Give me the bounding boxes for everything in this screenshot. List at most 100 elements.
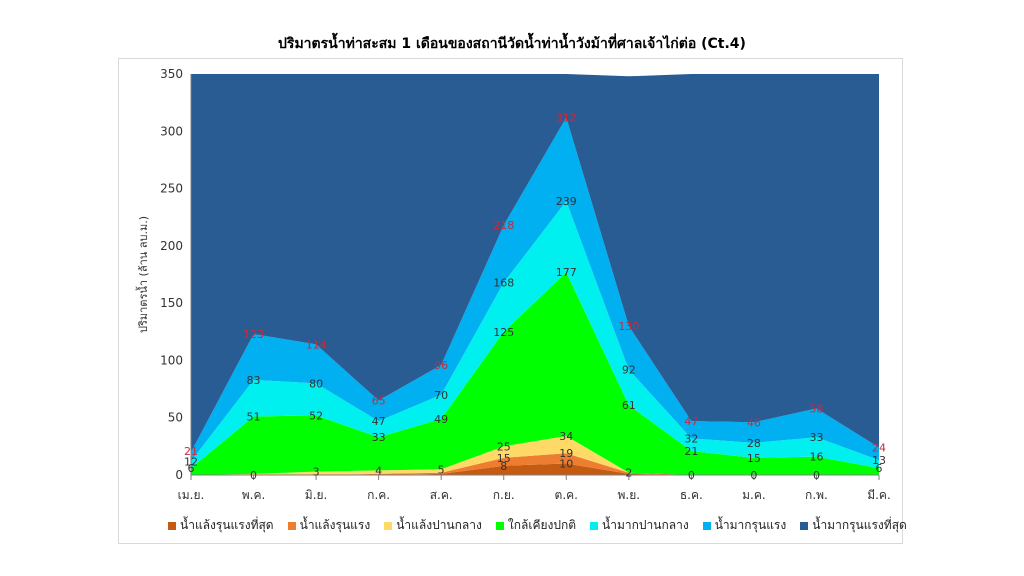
- legend-swatch: [702, 521, 711, 530]
- data-label-total: 218: [493, 219, 514, 232]
- x-tick-label: เม.ย.: [178, 488, 205, 502]
- data-label: 16: [809, 451, 823, 464]
- x-tick-label: มี.ค.: [867, 488, 891, 502]
- legend-swatch: [384, 521, 393, 530]
- legend-label: น้ำมากรุนแรงที่สุด: [812, 518, 907, 532]
- data-label: 33: [372, 431, 386, 444]
- data-label-total: 46: [747, 416, 761, 429]
- data-label: 33: [809, 431, 823, 444]
- legend-label: น้ำมากรุนแรง: [714, 518, 787, 532]
- area-series-2: [191, 436, 879, 475]
- area-series-1: [191, 453, 879, 475]
- data-label: 0: [688, 469, 695, 482]
- legend-label: น้ำแล้งรุนแรงที่สุด: [180, 518, 274, 532]
- legend-label: น้ำแล้งรุนแรง: [299, 518, 371, 532]
- data-label-total: 96: [434, 359, 448, 372]
- y-tick-label: 250: [160, 182, 183, 196]
- data-label: 6: [188, 462, 195, 475]
- legend-swatch: [287, 521, 296, 530]
- data-label: 19: [559, 447, 573, 460]
- area-series-4: [191, 201, 879, 469]
- data-label: 32: [684, 432, 698, 445]
- y-axis-title: ปริมาตรน้ำ (ล้าน ลบ.ม.): [135, 216, 150, 333]
- data-label: 21: [684, 445, 698, 458]
- x-tick-label: ธ.ค.: [680, 488, 703, 502]
- data-label: 13: [872, 454, 886, 467]
- area-series-5: [191, 117, 879, 462]
- data-label: 8: [500, 460, 507, 473]
- x-tick-label: พ.ย.: [618, 488, 641, 502]
- chart-legend: น้ำแล้งรุนแรงที่สุด น้ำแล้งรุนแรง น้ำแล้งป…: [168, 516, 907, 535]
- x-tick-label: ก.ย.: [493, 488, 515, 502]
- data-label-total: 130: [618, 320, 639, 333]
- data-label: 28: [747, 437, 761, 450]
- y-tick-label: 0: [175, 468, 183, 482]
- data-label: 52: [309, 409, 323, 422]
- data-label: 83: [247, 374, 261, 387]
- data-label-total: 47: [684, 415, 698, 428]
- legend-item: น้ำแล้งปานกลาง: [384, 516, 482, 535]
- data-label-total: 312: [556, 112, 577, 125]
- data-label: 80: [309, 377, 323, 390]
- data-label: 49: [434, 413, 448, 426]
- data-label: 3: [313, 466, 320, 479]
- data-label: 15: [747, 452, 761, 465]
- legend-label: น้ำมากปานกลาง: [602, 518, 689, 532]
- y-tick-label: 100: [160, 353, 183, 367]
- data-label-total: 24: [872, 442, 886, 455]
- data-label: 15: [497, 452, 511, 465]
- data-label: 92: [622, 364, 636, 377]
- legend-item: น้ำมากรุนแรง: [702, 516, 787, 535]
- y-tick-label: 350: [160, 67, 183, 81]
- data-label: 168: [493, 277, 514, 290]
- y-tick-label: 150: [160, 296, 183, 310]
- legend-item: น้ำมากปานกลาง: [590, 516, 689, 535]
- legend-item: น้ำมากรุนแรงที่สุด: [800, 516, 907, 535]
- data-label: 125: [493, 326, 514, 339]
- data-label: 239: [556, 195, 577, 208]
- legend-item: น้ำแล้งรุนแรง: [287, 516, 371, 535]
- y-tick-label: 200: [160, 239, 183, 253]
- data-label: 61: [622, 399, 636, 412]
- x-tick-label: ต.ค.: [555, 488, 578, 502]
- legend-item: ใกล้เคียงปกติ: [495, 516, 577, 535]
- x-tick-label: มิ.ย.: [305, 488, 328, 502]
- data-label-total: 123: [243, 328, 264, 341]
- data-label-total: 65: [372, 395, 386, 408]
- data-label-total: 21: [184, 445, 198, 458]
- y-tick-label: 50: [168, 411, 183, 425]
- area-series-0: [191, 463, 879, 475]
- legend-item: น้ำแล้งรุนแรงที่สุด: [168, 516, 274, 535]
- legend-label: น้ำแล้งปานกลาง: [396, 518, 482, 532]
- legend-label: ใกล้เคียงปกติ: [507, 518, 577, 532]
- legend-swatch: [168, 521, 176, 530]
- x-tick-label: พ.ค.: [242, 488, 266, 502]
- data-label: 47: [372, 415, 386, 428]
- data-label: 25: [497, 440, 511, 453]
- chart-title: ปริมาตรน้ำท่าสะสม 1 เดือนของสถานีวัดน้ำท…: [278, 36, 746, 52]
- area-series-3: [191, 272, 879, 475]
- data-label: 4: [375, 464, 382, 477]
- data-label: 6: [876, 462, 883, 475]
- data-label: 5: [438, 463, 445, 476]
- area-series-6: [191, 74, 879, 453]
- data-label-total: 114: [306, 338, 327, 351]
- legend-swatch: [800, 521, 809, 530]
- data-label: 0: [813, 469, 820, 482]
- legend-swatch: [590, 521, 599, 530]
- data-label: 10: [559, 458, 573, 471]
- data-label: 177: [556, 266, 577, 279]
- x-tick-label: ก.พ.: [805, 488, 828, 502]
- data-label: 0: [750, 469, 757, 482]
- data-label: 12: [184, 455, 198, 468]
- data-label: 34: [559, 430, 573, 443]
- legend-swatch: [495, 521, 504, 530]
- x-tick-label: ม.ค.: [742, 488, 766, 502]
- data-label: 51: [247, 411, 261, 424]
- chart-frame: 0 50 100 150 200 250 300 350 เม.ย. พ.ค. มิ.ย. ก.ค. ส…: [118, 58, 903, 544]
- data-label: 0: [250, 469, 257, 482]
- x-tick-label: ก.ค.: [367, 488, 390, 502]
- data-label: 2: [625, 467, 632, 480]
- y-tick-label: 300: [160, 124, 183, 138]
